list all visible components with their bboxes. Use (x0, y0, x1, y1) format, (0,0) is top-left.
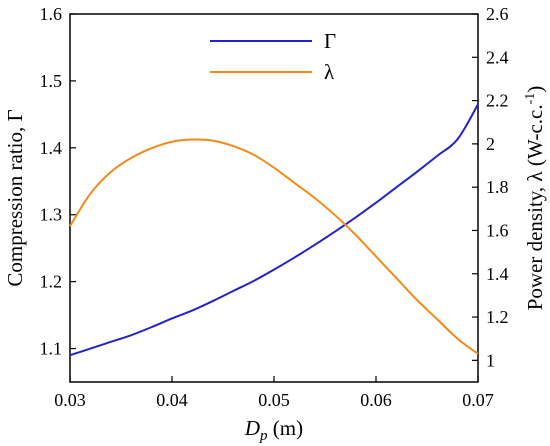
right-y-tick-label: 1.2 (486, 307, 509, 327)
left-y-tick-label: 1.4 (40, 138, 63, 158)
x-axis-ticks: 0.03 0.04 0.05 0.06 0.07 (54, 376, 494, 410)
left-y-axis-label: Compression ratio, Γ (3, 109, 27, 286)
legend-label-gamma: Γ (324, 29, 336, 53)
left-y-tick-label: 1.5 (40, 71, 63, 91)
left-y-tick-label: 1.2 (40, 272, 63, 292)
x-tick-label: 0.04 (156, 390, 188, 410)
left-y-tick-label: 1.6 (40, 4, 63, 24)
series-lines (69, 103, 479, 357)
series-line-lambda (69, 138, 479, 355)
right-y-tick-label: 1.4 (486, 264, 509, 284)
left-y-axis-ticks: 1.1 1.2 1.3 1.4 1.5 1.6 (40, 4, 76, 359)
legend: Γ λ (210, 29, 336, 84)
x-tick-label: 0.06 (360, 390, 392, 410)
right-y-axis-ticks: 1 1.2 1.4 1.6 1.8 2 2.2 2.4 2.6 (472, 4, 509, 370)
right-y-tick-label: 1 (486, 350, 495, 370)
x-tick-label: 0.03 (54, 390, 86, 410)
series-line-gamma (69, 103, 479, 357)
right-y-tick-label: 2.2 (486, 91, 509, 111)
right-y-tick-label: 2.6 (486, 4, 509, 24)
right-y-tick-label: 1.8 (486, 177, 509, 197)
right-y-tick-label: 2.4 (486, 47, 509, 67)
left-y-tick-label: 1.3 (40, 205, 63, 225)
legend-label-lambda: λ (324, 60, 335, 84)
right-y-axis-label: Power density, λ (W-c.c.-1) (523, 86, 547, 311)
left-y-tick-label: 1.1 (40, 339, 63, 359)
right-y-tick-label: 2 (486, 134, 495, 154)
x-tick-label: 0.07 (462, 390, 494, 410)
plot-frame (69, 13, 479, 383)
x-tick-label: 0.05 (258, 390, 290, 410)
x-axis-label: Dp (m) (244, 416, 303, 444)
right-y-tick-label: 1.6 (486, 220, 509, 240)
